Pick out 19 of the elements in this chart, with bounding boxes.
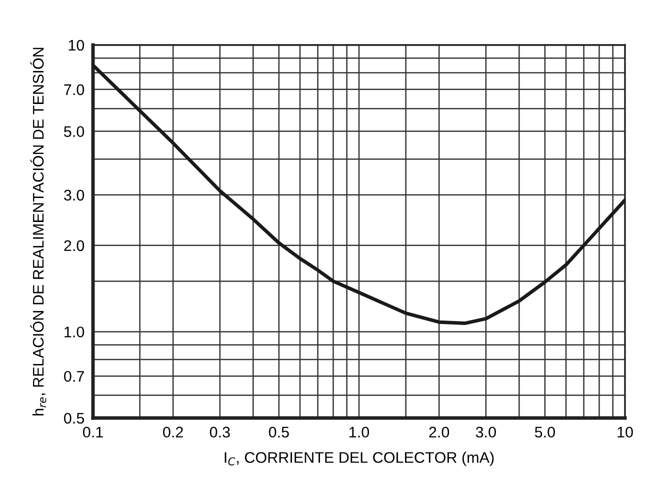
y-tick-label: 2.0 (64, 240, 84, 252)
x-tick-label: 0.1 (82, 426, 103, 438)
x-tick-label: 5.0 (534, 426, 555, 438)
y-tick-label: 3.0 (64, 190, 84, 201)
x-tick-label: 1.0 (350, 426, 370, 438)
x-tick-label: 0.2 (163, 426, 183, 438)
x-tick-label: 2.0 (429, 426, 450, 438)
y-tick-label: 7.0 (64, 84, 84, 96)
x-tick-label: 0.3 (210, 426, 230, 438)
y-tick-label: 0.7 (64, 370, 84, 382)
y-tick-label: 0.5 (64, 412, 84, 424)
y-tick-label: 1.0 (64, 326, 84, 338)
x-tick-label: 10 (618, 426, 633, 438)
x-tick-label: 0.5 (268, 426, 289, 438)
y-axis-title: h$_{re}$, RELACIÓN DE REALIMENTACIÓN DE TENSIÓN (30, 48, 46, 416)
x-tick-label: 3.0 (476, 426, 496, 438)
y-tick-label: 10 (68, 40, 84, 51)
y-tick-label: 5.0 (64, 126, 84, 137)
x-axis-title: I$_{C}$, CORRIENTE DEL COLECTOR (mA) (224, 452, 494, 466)
